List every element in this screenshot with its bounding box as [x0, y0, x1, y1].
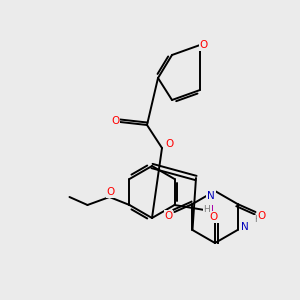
Text: H: H	[254, 215, 261, 224]
Text: H: H	[204, 205, 210, 214]
Text: O: O	[200, 40, 208, 50]
Text: I: I	[211, 205, 214, 215]
Text: O: O	[106, 187, 115, 197]
Text: N: N	[241, 222, 248, 232]
Text: O: O	[165, 139, 173, 149]
Text: O: O	[210, 212, 218, 222]
Text: O: O	[111, 116, 119, 126]
Text: O: O	[257, 211, 266, 221]
Text: O: O	[164, 211, 172, 221]
Text: N: N	[207, 191, 215, 201]
